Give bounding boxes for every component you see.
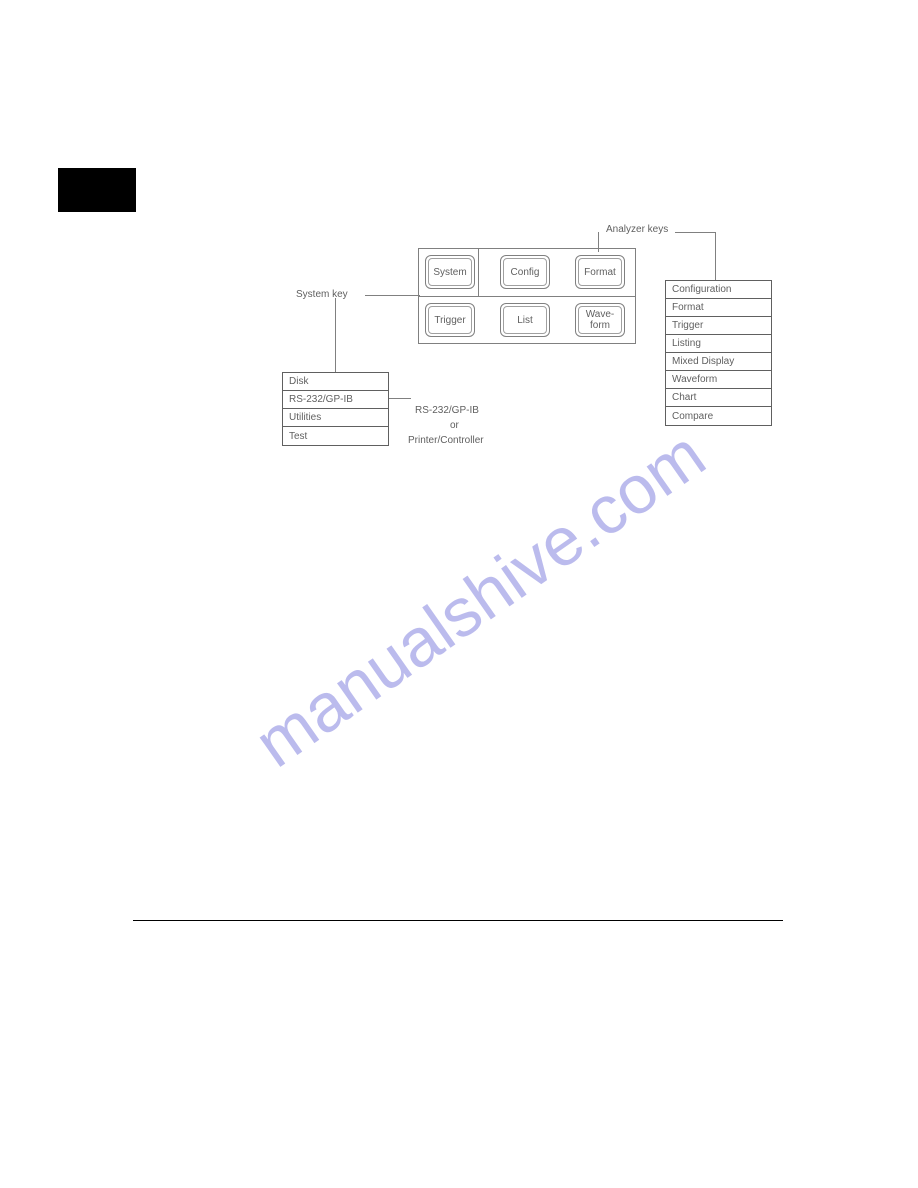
config-key-label-text: Config bbox=[511, 267, 540, 278]
menu-row-listing: Listing bbox=[666, 335, 771, 353]
black-indicator-box bbox=[58, 168, 136, 212]
waveform-key-button: Wave- form bbox=[575, 303, 625, 337]
menu-row-compare: Compare bbox=[666, 407, 771, 425]
trigger-key-button: Trigger bbox=[425, 303, 475, 337]
leader-line bbox=[715, 232, 716, 280]
leader-line bbox=[598, 232, 599, 252]
leader-line bbox=[365, 295, 420, 296]
rs232-note-line3: Printer/Controller bbox=[408, 435, 484, 446]
analyzer-menu-table: Configuration Format Trigger Listing Mix… bbox=[665, 280, 772, 426]
system-key-label: System key bbox=[296, 289, 348, 300]
menu-row-configuration: Configuration bbox=[666, 281, 771, 299]
menu-row-test: Test bbox=[283, 427, 388, 445]
leader-line bbox=[389, 398, 411, 399]
system-key-button: System bbox=[425, 255, 475, 289]
menu-row-chart: Chart bbox=[666, 389, 771, 407]
menu-row-disk: Disk bbox=[283, 373, 388, 391]
format-key-label-text: Format bbox=[584, 267, 616, 278]
rs232-note-line1: RS-232/GP-IB bbox=[415, 405, 479, 416]
watermark-text: manualshive.com bbox=[241, 416, 718, 782]
format-key-button: Format bbox=[575, 255, 625, 289]
menu-row-rs232: RS-232/GP-IB bbox=[283, 391, 388, 409]
system-key-label-text: System bbox=[433, 267, 466, 278]
menu-row-mixed-display: Mixed Display bbox=[666, 353, 771, 371]
leader-line bbox=[335, 298, 336, 372]
list-key-button: List bbox=[500, 303, 550, 337]
trigger-key-label-text: Trigger bbox=[434, 315, 465, 326]
waveform-key-label-text: Wave- form bbox=[586, 309, 615, 331]
list-key-label-text: List bbox=[517, 315, 533, 326]
analyzer-keys-label: Analyzer keys bbox=[606, 224, 668, 235]
menu-row-utilities: Utilities bbox=[283, 409, 388, 427]
menu-row-trigger: Trigger bbox=[666, 317, 771, 335]
system-menu-table: Disk RS-232/GP-IB Utilities Test bbox=[282, 372, 389, 446]
config-key-button: Config bbox=[500, 255, 550, 289]
horizontal-rule bbox=[133, 920, 783, 921]
leader-line bbox=[675, 232, 715, 233]
menu-row-waveform: Waveform bbox=[666, 371, 771, 389]
rs232-note-line2: or bbox=[450, 420, 459, 431]
menu-row-format: Format bbox=[666, 299, 771, 317]
